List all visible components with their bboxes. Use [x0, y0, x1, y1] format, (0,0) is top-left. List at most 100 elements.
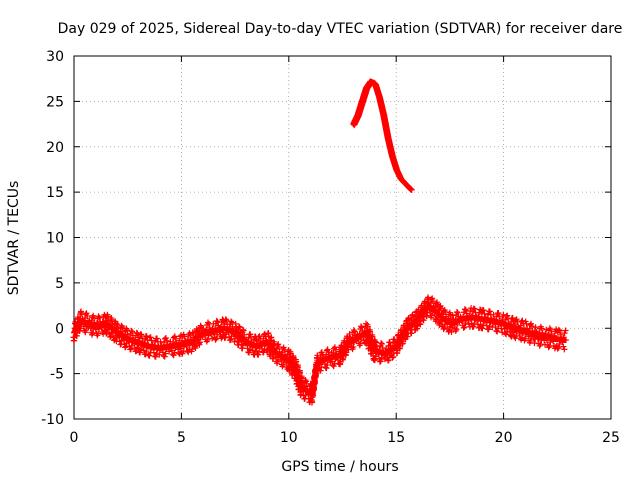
data-point — [229, 323, 236, 330]
data-point — [150, 349, 157, 356]
data-point — [87, 325, 94, 332]
data-point — [318, 349, 325, 356]
data-point — [256, 348, 263, 355]
data-point — [274, 358, 281, 365]
data-point — [471, 305, 478, 312]
data-point — [213, 317, 220, 324]
data-point — [137, 346, 144, 353]
data-point — [371, 356, 378, 363]
data-point — [134, 330, 141, 337]
data-point — [522, 335, 529, 342]
y-tick-label: 15 — [46, 185, 64, 201]
data-point — [547, 339, 554, 346]
data-point — [479, 325, 486, 332]
x-tick-label: 5 — [177, 430, 186, 446]
data-point — [554, 345, 561, 352]
data-points — [70, 78, 569, 406]
data-point — [453, 308, 460, 315]
data-point — [471, 320, 478, 327]
data-point — [205, 332, 212, 339]
data-point — [152, 353, 159, 360]
data-point — [378, 340, 385, 347]
y-tick-label: 5 — [55, 276, 64, 292]
data-point — [83, 310, 90, 317]
data-point — [123, 326, 130, 333]
data-point — [114, 321, 121, 328]
data-point — [122, 343, 129, 350]
data-point — [442, 308, 449, 315]
data-point — [499, 315, 506, 322]
data-point — [562, 337, 569, 344]
data-point — [123, 325, 130, 332]
data-point — [303, 382, 310, 389]
data-point — [516, 330, 523, 337]
data-point — [481, 310, 488, 317]
data-point — [153, 335, 160, 342]
data-point — [324, 362, 331, 369]
data-point — [204, 336, 211, 343]
x-tick-label: 25 — [602, 430, 620, 446]
data-point — [330, 363, 337, 370]
data-point — [247, 331, 254, 338]
data-point — [313, 370, 320, 377]
data-point — [560, 343, 567, 350]
data-point — [204, 319, 211, 326]
data-point — [462, 306, 469, 313]
data-point — [556, 327, 563, 334]
data-point — [118, 322, 125, 329]
data-point — [495, 310, 502, 317]
y-tick-label: 30 — [46, 49, 64, 65]
data-point — [170, 352, 177, 359]
y-tick-label: 10 — [46, 231, 64, 247]
data-point — [246, 349, 253, 356]
data-point — [227, 336, 234, 343]
data-point — [96, 314, 103, 321]
data-point — [461, 306, 468, 313]
data-point — [248, 334, 255, 341]
data-point — [228, 318, 235, 325]
data-point — [490, 311, 497, 318]
data-point — [477, 321, 484, 328]
y-tick-label: -10 — [41, 412, 64, 428]
x-tick-label: 10 — [280, 430, 298, 446]
axes: 0 5 10 15 20 25 -10 -5 0 5 10 15 20 25 30 — [41, 49, 620, 446]
data-point — [555, 326, 562, 333]
data-point — [323, 365, 330, 372]
data-point — [228, 319, 235, 326]
data-point — [480, 307, 487, 314]
data-point — [153, 350, 160, 357]
data-point — [350, 343, 357, 350]
data-point — [166, 348, 173, 355]
data-point — [143, 333, 150, 340]
data-point — [138, 331, 145, 338]
data-point — [146, 352, 153, 359]
data-point — [408, 186, 415, 193]
data-point — [317, 367, 324, 374]
data-point — [372, 338, 379, 345]
data-point — [222, 334, 229, 341]
data-point — [325, 349, 332, 356]
data-point — [525, 333, 532, 340]
data-point — [84, 312, 91, 319]
data-point — [528, 323, 535, 330]
data-point — [538, 325, 545, 332]
data-point — [143, 348, 150, 355]
data-point — [453, 326, 460, 333]
data-point — [513, 316, 520, 323]
data-point — [318, 363, 325, 370]
x-tick-label: 0 — [70, 430, 79, 446]
data-point — [128, 327, 135, 334]
data-point — [175, 346, 182, 353]
data-point — [303, 378, 310, 385]
data-point — [256, 333, 263, 340]
data-point — [346, 331, 353, 338]
data-point — [486, 308, 493, 315]
data-point — [519, 334, 526, 341]
data-point — [462, 320, 469, 327]
data-point — [172, 335, 179, 342]
data-point — [448, 329, 455, 336]
data-point — [314, 352, 321, 359]
data-point — [358, 324, 365, 331]
data-point — [562, 327, 569, 334]
